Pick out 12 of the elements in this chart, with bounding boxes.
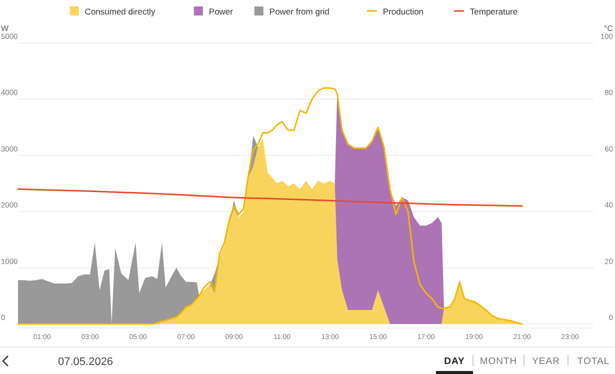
legend-label: Temperature [470, 6, 518, 16]
text: DAY [444, 356, 466, 367]
y-axis-title: W [1, 24, 9, 33]
text: TOTAL [577, 356, 610, 367]
text: YEAR [532, 356, 560, 367]
legend-label: Power [208, 6, 234, 16]
legend-label: Power from grid [269, 6, 330, 16]
legend-label: Consumed directly [84, 6, 156, 16]
text: MONTH [480, 356, 518, 367]
legend-label: Production [382, 6, 424, 16]
y2-axis-title: °C [604, 24, 614, 33]
text: 07.05.2026 [58, 356, 114, 368]
